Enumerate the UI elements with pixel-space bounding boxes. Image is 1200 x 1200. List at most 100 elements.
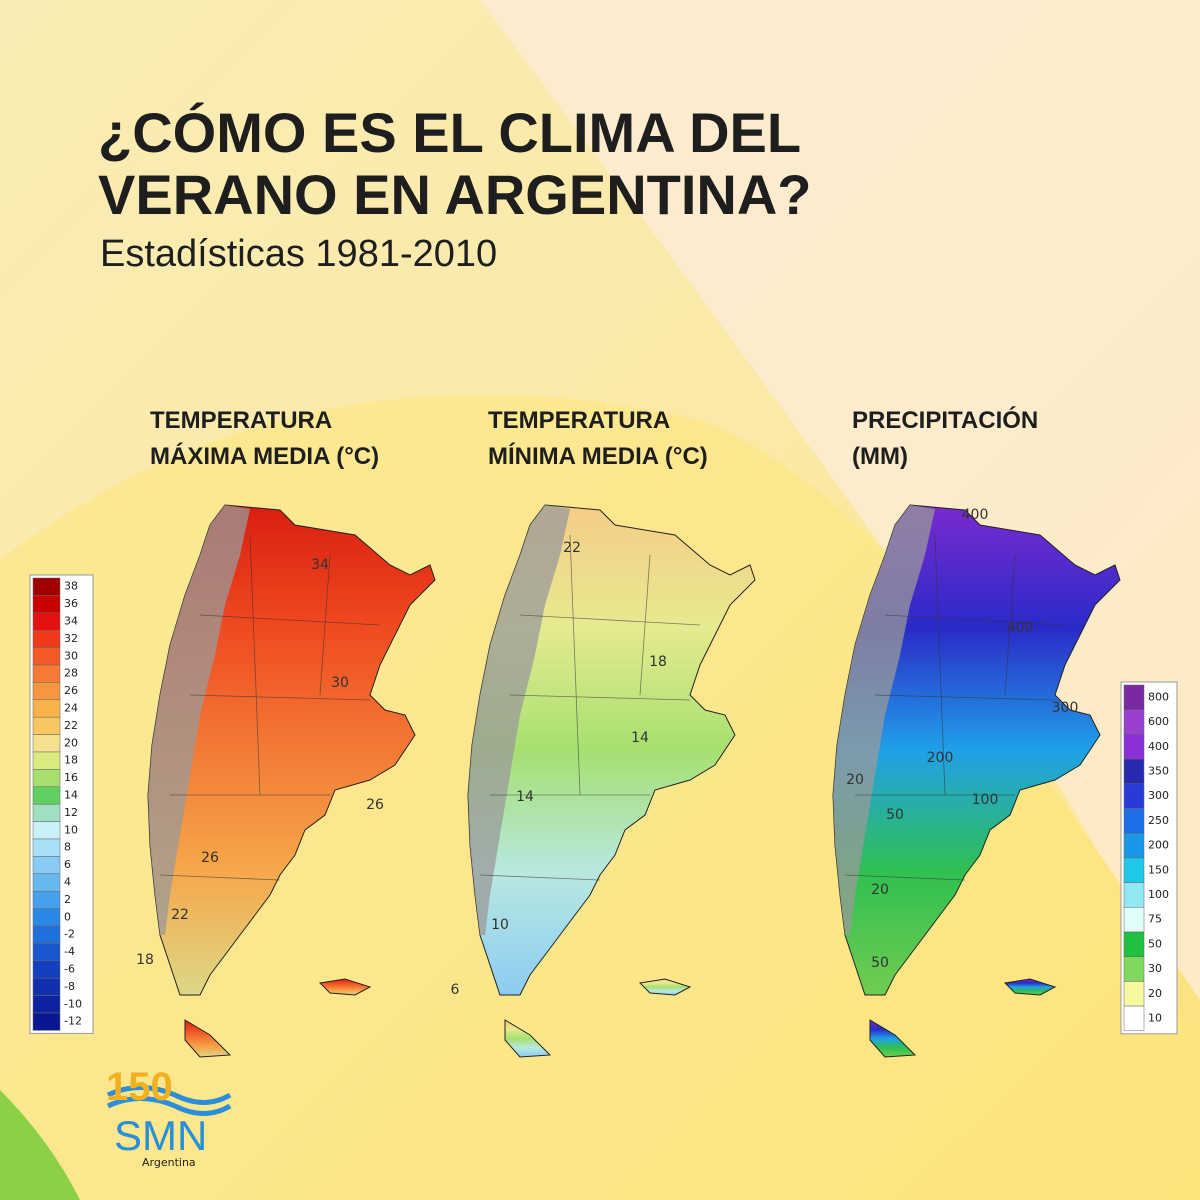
andes-relief bbox=[468, 505, 570, 935]
legend-label: 10 bbox=[1148, 1011, 1162, 1024]
legend-swatch bbox=[32, 664, 61, 683]
legend-swatch bbox=[1123, 981, 1145, 1007]
legend-label: 10 bbox=[64, 823, 78, 836]
legend-label: 20 bbox=[64, 736, 78, 749]
contour-label: 14 bbox=[516, 789, 534, 805]
legend-swatch bbox=[32, 977, 61, 996]
legend-swatch bbox=[32, 716, 61, 735]
legend-label: -6 bbox=[64, 963, 75, 976]
territory bbox=[184, 1019, 232, 1058]
andes-relief bbox=[148, 505, 250, 935]
legend: 38363432302826242220181614121086420-2-4-… bbox=[29, 574, 94, 1034]
legend-swatch bbox=[32, 682, 61, 701]
legend-label: 30 bbox=[64, 649, 78, 662]
legend-swatch bbox=[32, 821, 61, 840]
contour-label: 100 bbox=[972, 792, 999, 808]
legend-swatch bbox=[1123, 1005, 1145, 1032]
legend-label: 24 bbox=[64, 702, 78, 715]
map-shape bbox=[832, 504, 1121, 1058]
territory bbox=[1003, 978, 1057, 996]
title-line: VERANO EN ARGENTINA? bbox=[98, 163, 812, 226]
legend-label: 6 bbox=[64, 858, 71, 871]
legend-swatch bbox=[32, 908, 61, 927]
legend-swatch bbox=[32, 995, 61, 1014]
legend-swatch bbox=[1123, 758, 1145, 785]
legend-swatch bbox=[32, 629, 61, 648]
contour-label: 14 bbox=[631, 730, 649, 746]
legend-label: 28 bbox=[64, 667, 78, 680]
legend-swatch bbox=[1123, 882, 1145, 908]
legend-swatch bbox=[32, 769, 61, 788]
legend-swatch bbox=[1123, 907, 1145, 933]
legend-swatch bbox=[1123, 709, 1145, 735]
legend-label: 350 bbox=[1148, 764, 1169, 777]
legend-label: 75 bbox=[1148, 913, 1162, 926]
territory bbox=[638, 978, 692, 996]
legend-swatch bbox=[32, 890, 61, 909]
map-title: (MM) bbox=[852, 443, 908, 470]
legend-swatch bbox=[1123, 931, 1145, 957]
logo-name: SMN bbox=[114, 1112, 207, 1159]
map: PRECIPITACIÓN (MM) 400 400 300 200 100 20 50 20 50 bbox=[832, 406, 1121, 1058]
contour-label: 300 bbox=[1052, 700, 1079, 716]
corner-shape bbox=[0, 1090, 80, 1200]
legend-swatch bbox=[32, 699, 61, 718]
legend-swatch bbox=[32, 612, 61, 631]
legend-label: 32 bbox=[64, 632, 78, 645]
legend-label: 4 bbox=[64, 876, 71, 889]
map: TEMPERATURA MÍNIMA MEDIA (°C) 22 18 14 14 10 6 bbox=[451, 407, 756, 1058]
legend-swatch bbox=[32, 960, 61, 979]
territory bbox=[318, 978, 372, 996]
legend-swatch bbox=[32, 856, 61, 875]
legend-label: 400 bbox=[1148, 740, 1169, 753]
legend-label: 250 bbox=[1148, 814, 1169, 827]
contour-label: 22 bbox=[171, 907, 189, 923]
map: TEMPERATURA MÁXIMA MEDIA (°C) 34 30 26 26 22 18 bbox=[136, 407, 436, 1058]
legend-swatch bbox=[32, 838, 61, 857]
legend-label: -2 bbox=[64, 928, 75, 941]
legend-swatch bbox=[32, 595, 61, 614]
province-lines bbox=[159, 534, 381, 881]
legend-swatch bbox=[32, 1012, 61, 1031]
legends: 38363432302826242220181614121086420-2-4-… bbox=[29, 574, 1178, 1035]
territory bbox=[504, 1019, 552, 1058]
legend-swatch bbox=[1123, 684, 1145, 710]
contour-label: 50 bbox=[886, 807, 904, 823]
territory bbox=[869, 1019, 917, 1058]
legend-swatch bbox=[32, 751, 61, 770]
legend-label: 20 bbox=[1148, 987, 1162, 1000]
contour-label: 200 bbox=[927, 750, 954, 766]
legend-label: 150 bbox=[1148, 863, 1169, 876]
logo-wave bbox=[106, 1085, 232, 1105]
legend-label: 34 bbox=[64, 615, 78, 628]
contour-label: 30 bbox=[331, 675, 349, 691]
legend-swatch bbox=[32, 786, 61, 805]
legend-label: 50 bbox=[1148, 937, 1162, 950]
legend-label: -4 bbox=[64, 945, 75, 958]
legend-label: 30 bbox=[1148, 962, 1162, 975]
legend-label: 0 bbox=[64, 910, 71, 923]
legend-swatch bbox=[32, 925, 61, 944]
contour-label: 20 bbox=[871, 882, 889, 898]
legend-label: 800 bbox=[1148, 690, 1169, 703]
legend-label: 38 bbox=[64, 580, 78, 593]
legend-swatch bbox=[32, 803, 61, 822]
legend-label: 16 bbox=[64, 771, 78, 784]
legend-label: 200 bbox=[1148, 839, 1169, 852]
legend-label: 26 bbox=[64, 684, 78, 697]
legend-swatch bbox=[1123, 956, 1145, 982]
contour-label: 6 bbox=[451, 982, 460, 998]
legend-label: 600 bbox=[1148, 715, 1169, 728]
legend-label: 8 bbox=[64, 841, 71, 854]
legend-label: 14 bbox=[64, 789, 78, 802]
province-lines bbox=[844, 534, 1066, 881]
contour-label: 26 bbox=[201, 850, 219, 866]
contour-label: 10 bbox=[491, 917, 509, 933]
logo-wave bbox=[106, 1096, 232, 1116]
contour-label: 20 bbox=[846, 772, 864, 788]
legend-label: -10 bbox=[64, 997, 82, 1010]
map-shape bbox=[467, 504, 756, 1058]
province-lines bbox=[479, 534, 701, 881]
legend-swatch bbox=[1123, 832, 1145, 859]
